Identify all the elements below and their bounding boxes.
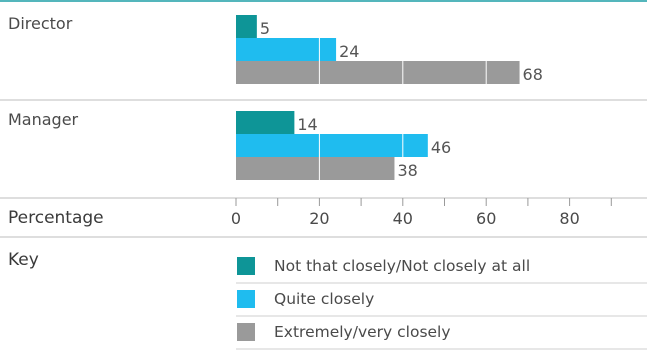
data-label: 38 <box>397 161 417 180</box>
bars-layer <box>236 15 520 180</box>
tick-label: 60 <box>476 209 496 228</box>
category-label: Director <box>8 14 73 33</box>
data-label: 24 <box>339 42 359 61</box>
tick-label: 20 <box>309 209 329 228</box>
category-label: Manager <box>8 110 79 129</box>
bar <box>236 61 520 84</box>
data-label: 46 <box>431 138 451 157</box>
bar <box>236 15 257 38</box>
bar <box>236 38 337 61</box>
x-axis: 0 20 40 60 80 <box>231 198 612 228</box>
tick-label: 80 <box>559 209 579 228</box>
legend-label: Not that closely/Not closely at all <box>274 257 530 275</box>
data-label: 14 <box>297 115 317 134</box>
legend-title: Key <box>8 250 39 270</box>
legend-swatch <box>237 290 255 308</box>
gridlines-layer <box>318 15 571 180</box>
value-labels-layer: 5 24 68 14 46 38 <box>260 19 543 180</box>
legend-swatch <box>237 323 255 341</box>
legend-swatch <box>237 257 255 275</box>
category-labels-layer: Director Manager <box>8 14 79 129</box>
legend-label: Quite closely <box>274 290 374 308</box>
legend: Not that closely/Not closely at all Quite… <box>236 257 647 350</box>
bar <box>236 111 295 134</box>
x-axis-label: Percentage <box>8 208 104 228</box>
tick-label: 0 <box>231 209 241 228</box>
data-label: 5 <box>260 19 270 38</box>
bar <box>236 157 395 180</box>
tick-label: 40 <box>393 209 413 228</box>
data-label: 68 <box>523 65 543 84</box>
legend-label: Extremely/very closely <box>274 323 451 341</box>
bar <box>236 134 428 157</box>
